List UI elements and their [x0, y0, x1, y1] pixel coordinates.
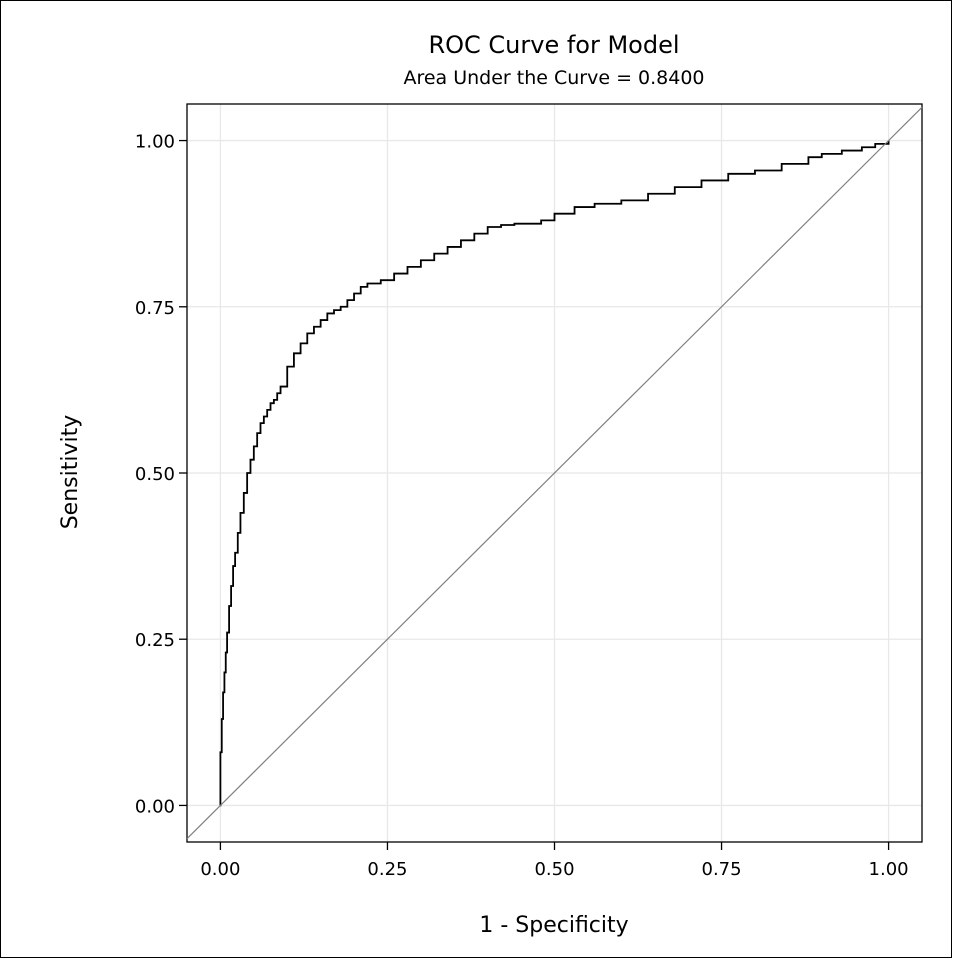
x-axis-label: 1 - Specificity	[479, 913, 628, 938]
x-tick-label: 1.00	[869, 859, 909, 880]
chart-title: ROC Curve for Model	[428, 31, 679, 59]
y-tick-label: 0.50	[135, 464, 175, 485]
x-tick-label: 0.00	[200, 859, 240, 880]
y-tick-label: 0.00	[135, 796, 175, 817]
data-layer	[186, 106, 923, 840]
y-axis: 0.00 0.25 0.50 0.75 1.00	[135, 132, 187, 817]
y-tick-label: 0.75	[135, 298, 175, 319]
y-tick-label: 0.25	[135, 630, 175, 651]
x-axis: 0.00 0.25 0.50 0.75 1.00	[200, 842, 909, 880]
reference-diagonal	[186, 106, 923, 840]
y-axis-label: Sensitivity	[58, 415, 83, 530]
x-tick-label: 0.50	[534, 859, 574, 880]
y-tick-label: 1.00	[135, 132, 175, 153]
x-tick-label: 0.75	[702, 859, 742, 880]
grid-lines	[187, 104, 922, 842]
roc-curve	[219, 140, 890, 807]
chart-subtitle: Area Under the Curve = 0.8400	[403, 67, 704, 89]
x-tick-label: 0.25	[367, 859, 407, 880]
